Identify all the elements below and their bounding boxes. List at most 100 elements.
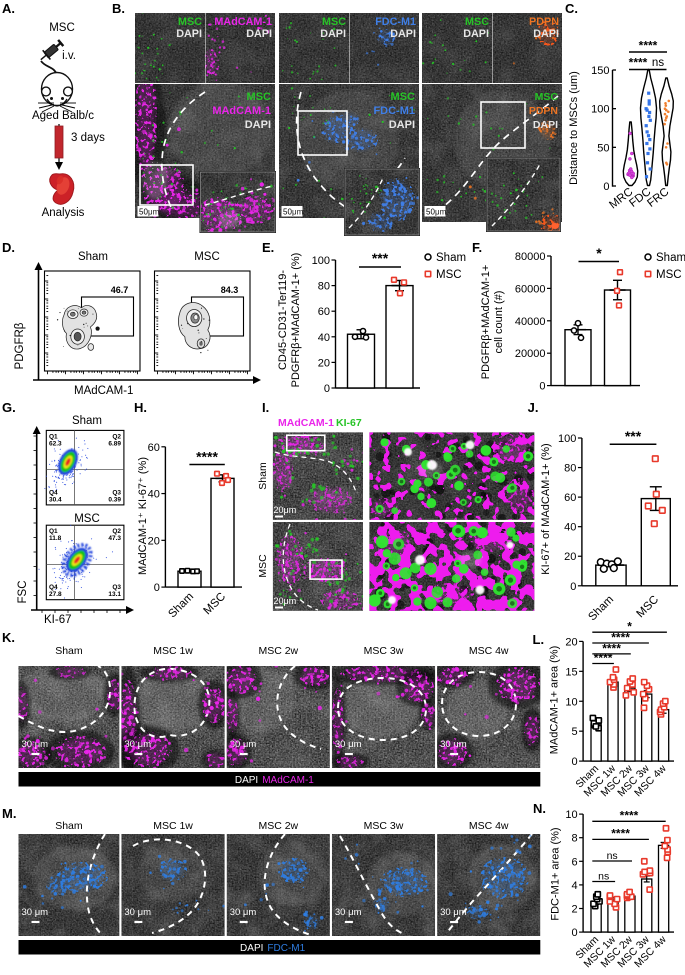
svg-text:MSC 4w: MSC 4w: [469, 820, 509, 832]
svg-text:30.4: 30.4: [49, 496, 62, 503]
svg-text:Sham: Sham: [72, 415, 102, 427]
svg-text:Sham: Sham: [257, 462, 269, 490]
svg-text:46.7: 46.7: [111, 285, 129, 295]
svg-text:MSC 4w: MSC 4w: [469, 645, 509, 657]
svg-text:D.: D.: [2, 240, 15, 255]
svg-text:Q4: Q4: [49, 584, 58, 591]
svg-text:G.: G.: [2, 400, 16, 415]
svg-text:62.3: 62.3: [49, 440, 62, 447]
svg-text:40: 40: [564, 522, 576, 534]
svg-text:i.v.: i.v.: [62, 50, 76, 62]
svg-text:N.: N.: [533, 801, 546, 816]
svg-text:Sham: Sham: [78, 251, 108, 263]
svg-text:0: 0: [571, 927, 577, 939]
svg-text:ns: ns: [598, 871, 609, 883]
svg-text:80000: 80000: [515, 251, 546, 263]
svg-text:MSC: MSC: [49, 22, 75, 34]
svg-text:50: 50: [139, 208, 148, 217]
svg-text:M.: M.: [2, 806, 16, 821]
svg-text:MSC: MSC: [178, 16, 202, 28]
svg-text:Q4: Q4: [49, 489, 58, 496]
svg-text:60000: 60000: [515, 283, 546, 295]
svg-text:30 μm: 30 μm: [22, 739, 49, 750]
svg-text:20μm: 20μm: [274, 505, 297, 515]
svg-text:****: ****: [620, 808, 639, 822]
svg-text:Sham: Sham: [55, 645, 83, 657]
svg-text:*: *: [596, 245, 602, 261]
svg-text:L.: L.: [533, 632, 545, 647]
svg-text:Sham: Sham: [436, 252, 466, 264]
svg-text:DAPI: DAPI: [176, 28, 202, 40]
svg-text:Q1: Q1: [49, 433, 58, 440]
svg-text:Q2: Q2: [112, 528, 121, 535]
svg-text:B.: B.: [112, 1, 125, 16]
svg-text:I.: I.: [262, 400, 269, 415]
svg-text:PDGFRβ: PDGFRβ: [14, 322, 26, 369]
svg-text:FDC-M1: FDC-M1: [267, 943, 305, 954]
svg-text:****: ****: [611, 631, 630, 645]
svg-text:PDGFRβ+MAdCAM-1+: PDGFRβ+MAdCAM-1+: [480, 265, 492, 380]
svg-text:0: 0: [603, 181, 609, 193]
svg-text:50: 50: [597, 142, 609, 154]
svg-text:30 μm: 30 μm: [335, 739, 362, 750]
svg-text:ns: ns: [607, 850, 618, 862]
svg-text:MAdCAM-1: MAdCAM-1: [212, 105, 271, 117]
svg-text:MSC: MSC: [465, 16, 489, 28]
svg-text:μm: μm: [292, 208, 304, 217]
svg-text:30 μm: 30 μm: [335, 907, 362, 918]
svg-text:C.: C.: [565, 1, 578, 16]
svg-text:FDC-M1+ area (%): FDC-M1+ area (%): [550, 827, 562, 920]
svg-text:0: 0: [154, 582, 160, 594]
svg-text:150: 150: [591, 65, 609, 77]
svg-text:80: 80: [318, 281, 330, 293]
svg-text:Q3: Q3: [112, 584, 121, 591]
svg-text:30 μm: 30 μm: [124, 907, 151, 918]
svg-text:E.: E.: [262, 240, 274, 255]
svg-text:DAPI: DAPI: [533, 28, 559, 40]
svg-text:20: 20: [148, 535, 160, 547]
svg-text:****: ****: [602, 641, 621, 655]
svg-text:Q1: Q1: [49, 528, 58, 535]
svg-text:MAdCAM-1⁺ KI-67⁺ (%): MAdCAM-1⁺ KI-67⁺ (%): [137, 457, 149, 575]
svg-text:30 μm: 30 μm: [230, 739, 257, 750]
svg-text:30 μm: 30 μm: [124, 739, 151, 750]
svg-text:J.: J.: [528, 400, 539, 415]
svg-text:MSC 2w: MSC 2w: [258, 820, 298, 832]
svg-text:MAdCAM-1+ area (%): MAdCAM-1+ area (%): [548, 646, 560, 755]
svg-text:0: 0: [570, 581, 576, 593]
svg-text:60: 60: [148, 442, 160, 454]
svg-text:11.8: 11.8: [49, 535, 62, 542]
svg-text:PDPN: PDPN: [529, 16, 559, 28]
svg-text:PDPN: PDPN: [529, 105, 558, 117]
svg-text:DAPI: DAPI: [533, 119, 558, 131]
svg-text:DAPI: DAPI: [390, 28, 416, 40]
svg-text:A.: A.: [2, 1, 15, 16]
svg-text:40: 40: [148, 489, 160, 501]
svg-text:84.3: 84.3: [221, 285, 239, 295]
svg-text:30 μm: 30 μm: [440, 739, 467, 750]
svg-text:MSC: MSC: [535, 91, 559, 103]
svg-text:20: 20: [318, 357, 330, 369]
svg-text:80: 80: [564, 463, 576, 475]
svg-text:KI-67: KI-67: [336, 417, 362, 429]
svg-text:MSC 3w: MSC 3w: [364, 820, 404, 832]
svg-text:15: 15: [565, 666, 577, 678]
svg-text:47.3: 47.3: [108, 535, 121, 542]
svg-text:40: 40: [318, 332, 330, 344]
svg-text:6: 6: [571, 856, 577, 868]
svg-text:0: 0: [324, 383, 330, 395]
svg-text:10: 10: [565, 696, 577, 708]
svg-text:****: ****: [611, 826, 630, 840]
svg-text:MSC: MSC: [194, 251, 220, 263]
svg-text:Sham: Sham: [656, 252, 685, 264]
svg-text:DAPI: DAPI: [320, 28, 346, 40]
svg-text:DAPI: DAPI: [235, 775, 258, 786]
svg-text:DAPI: DAPI: [240, 943, 263, 954]
svg-text:MSC 3w: MSC 3w: [364, 645, 404, 657]
svg-text:13.1: 13.1: [108, 591, 121, 598]
svg-text:ns: ns: [652, 57, 664, 69]
svg-text:50: 50: [283, 208, 292, 217]
svg-text:Aged Balb/c: Aged Balb/c: [32, 110, 94, 122]
svg-text:27.8: 27.8: [49, 591, 62, 598]
svg-text:20: 20: [565, 636, 577, 648]
